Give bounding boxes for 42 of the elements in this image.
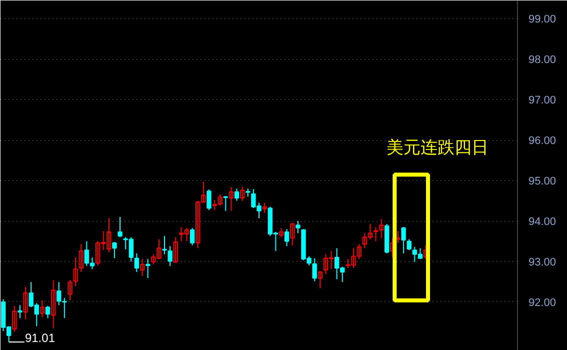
candlestick [206,188,212,211]
candlestick [118,216,122,238]
candlestick [373,226,378,242]
y-tick-label: 98.00 [528,54,556,66]
y-tick-label: 99.00 [528,14,556,26]
candlestick [401,226,406,254]
y-tick-label: 93.00 [528,256,556,268]
candlestick [40,300,45,318]
candlestick [228,186,234,212]
candlestick [140,258,145,277]
candlestick [262,202,267,214]
candlestick [234,188,240,202]
candlestick [112,242,117,259]
candlestick [18,304,22,319]
candlestick [290,222,295,246]
candlestick [312,258,317,282]
candlestick [12,305,17,332]
candlestick [134,252,140,273]
candlestick [396,230,400,244]
y-tick-label: 97.00 [528,94,556,107]
y-tick-label: 94.00 [528,216,556,228]
candlestick [173,236,178,264]
candlestick [168,246,172,266]
candlestick [378,218,384,239]
candlestick [406,238,412,251]
candlestick [284,228,290,247]
candlestick [296,220,300,234]
candlestick [50,280,56,329]
candlestick [78,244,84,273]
y-tick-label: 96.00 [528,135,556,148]
candlestick [223,195,228,212]
candlestick [190,227,195,246]
y-tick-label: 92.00 [528,296,556,309]
candlestick [145,258,150,279]
candlestick [23,286,28,320]
candlestick [318,270,322,289]
candlestick [278,227,284,238]
y-tick-label: 95.00 [528,176,556,188]
candlestick [45,305,50,319]
annotation: 91.01 [24,331,56,346]
annotation: 美元连跌四日 [386,138,488,158]
candlestick [240,186,245,202]
